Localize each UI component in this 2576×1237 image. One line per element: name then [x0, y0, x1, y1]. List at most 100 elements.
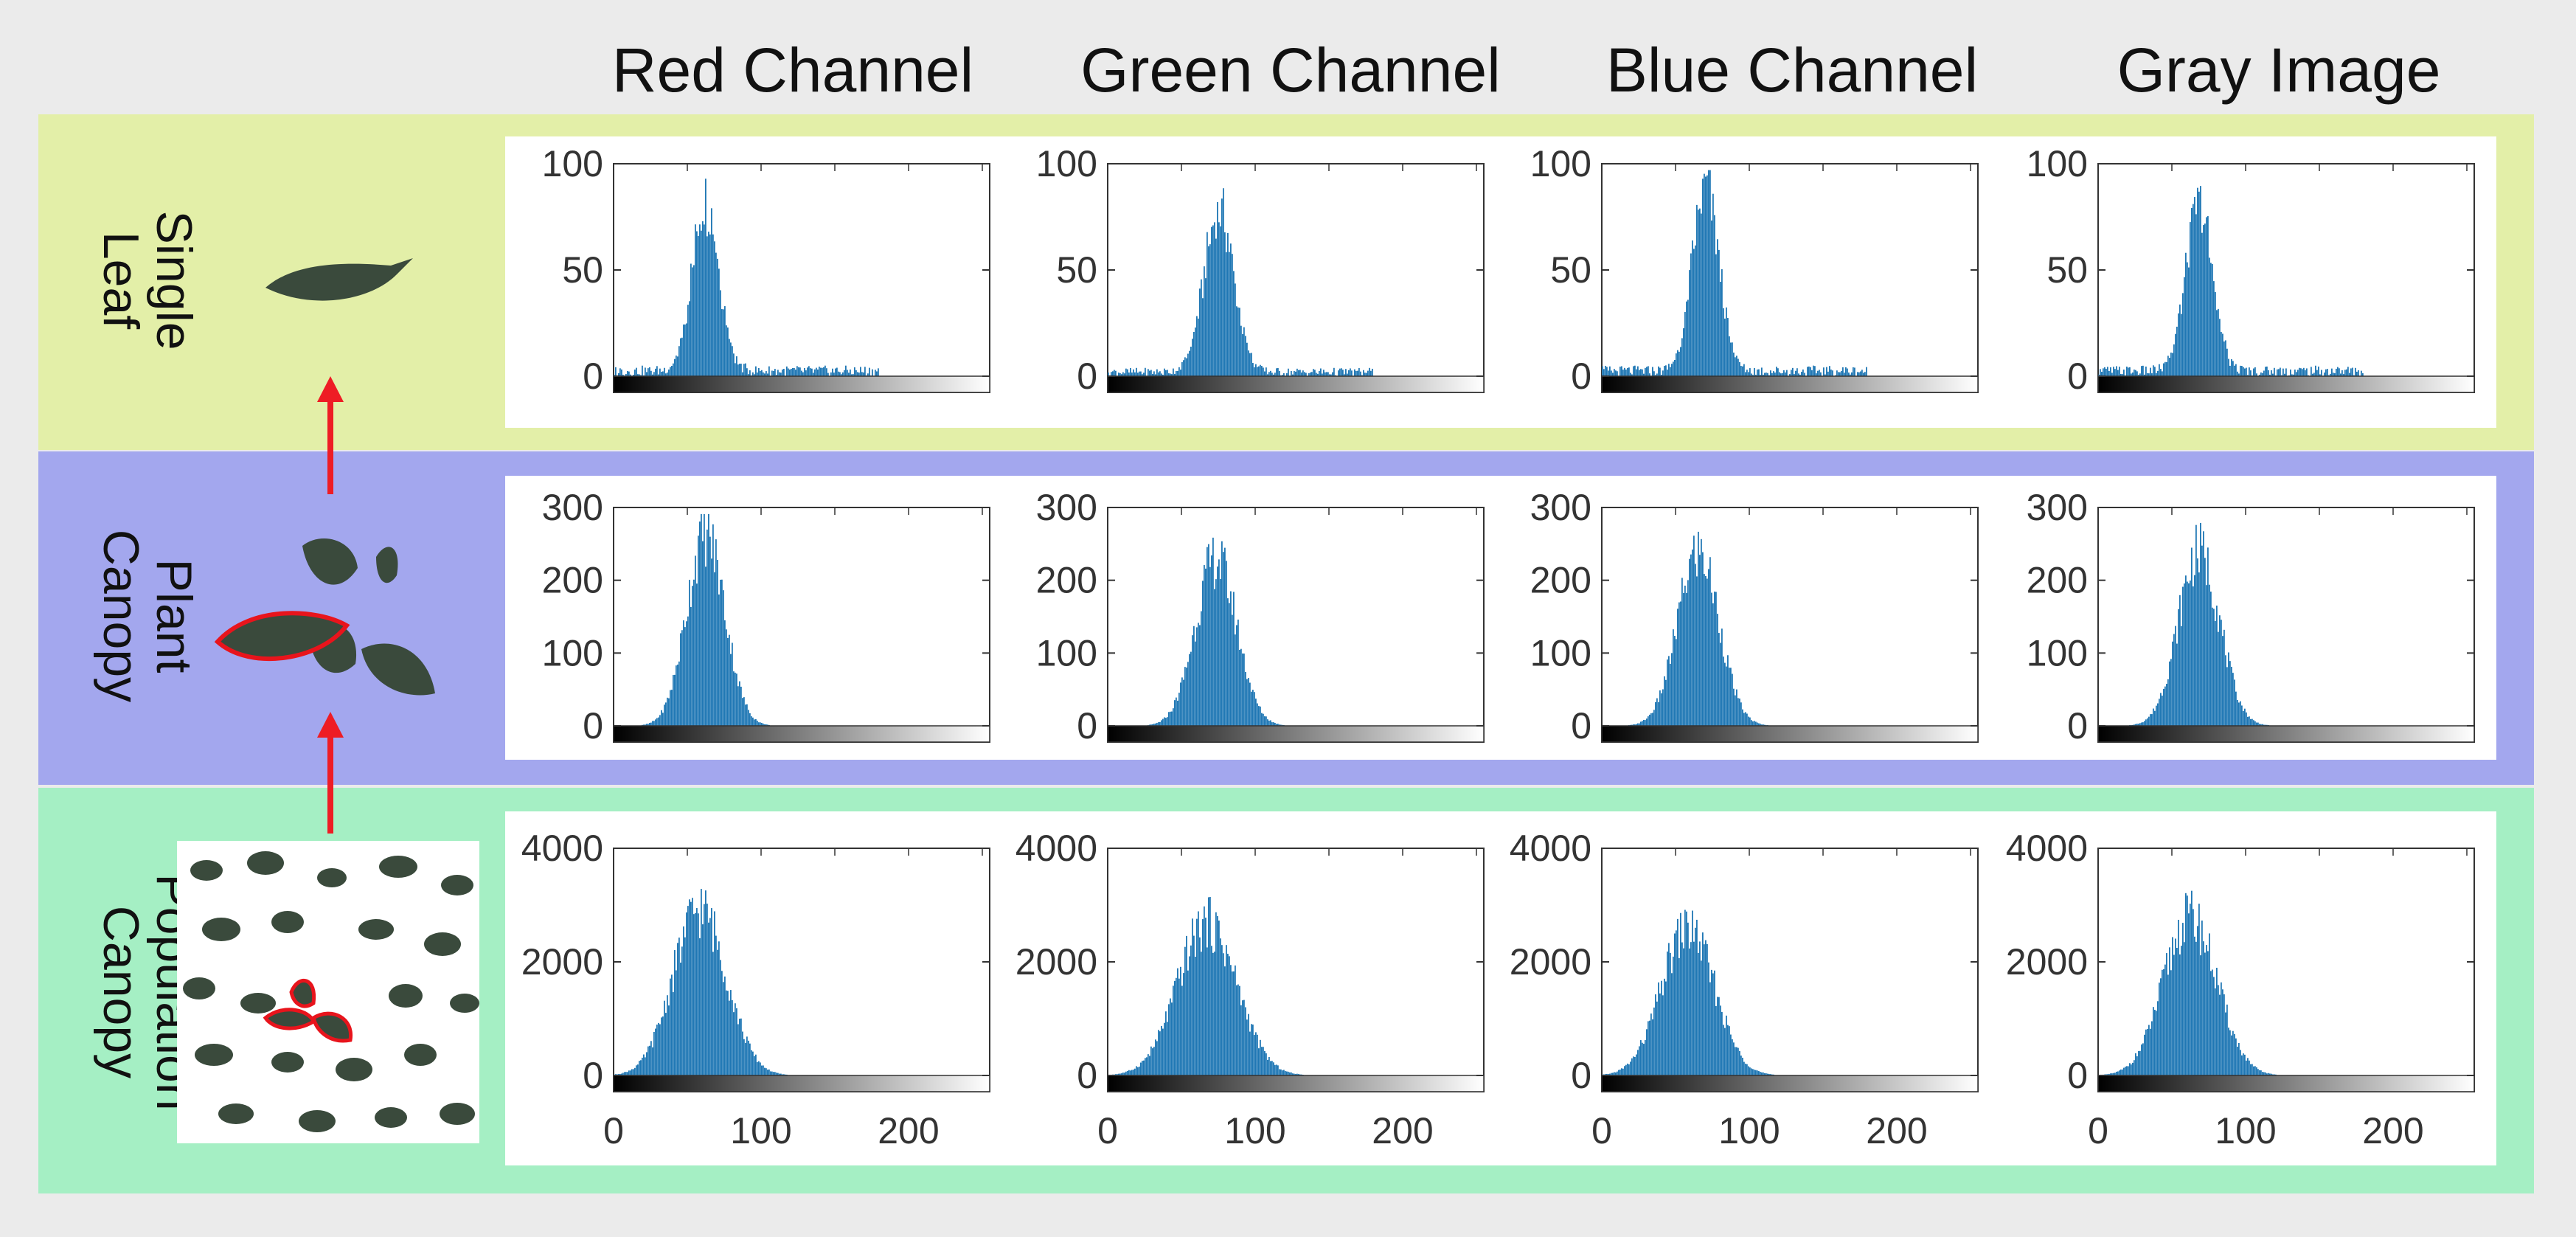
histogram-bar — [1771, 373, 1773, 376]
histogram-bar — [1655, 701, 1656, 726]
histogram-bar — [1171, 1002, 1173, 1075]
histogram-bar — [1745, 372, 1746, 376]
histogram-bar — [2139, 1050, 2141, 1075]
histogram-bar — [1139, 371, 1140, 376]
histogram-bar — [1760, 375, 1761, 376]
histogram-bar — [1608, 1073, 1609, 1075]
histogram-bar — [1701, 213, 1702, 376]
histogram-bar — [1659, 993, 1661, 1075]
histogram-bar — [2098, 374, 2100, 376]
histogram-bar — [857, 372, 858, 376]
histogram-bar — [2237, 371, 2238, 376]
histogram-bar — [2277, 369, 2278, 376]
histogram-bar — [656, 1025, 658, 1075]
histogram-bar — [1230, 965, 1232, 1075]
plant-leaf-outline — [214, 611, 350, 662]
histogram-bar — [2278, 369, 2280, 376]
histogram-bar — [783, 1074, 785, 1075]
histogram-bar — [1622, 1068, 1624, 1075]
axes-box — [1107, 507, 1485, 743]
histogram-bar — [2209, 257, 2210, 376]
histogram-bar — [723, 982, 724, 1075]
histogram-bar — [1720, 281, 1721, 376]
grayscale-ramp — [1107, 375, 1485, 393]
histogram-bar — [2162, 371, 2163, 376]
histogram-bar — [1243, 654, 1245, 726]
histogram-bar — [1266, 1053, 1267, 1075]
histogram-bar — [2316, 370, 2318, 376]
histogram-bar — [1845, 367, 1847, 376]
histogram-bar — [1645, 367, 1646, 376]
histogram-bar — [1159, 371, 1161, 376]
histogram-bar — [2166, 953, 2167, 1075]
histogram-bar — [1681, 578, 1683, 726]
histogram-bar — [1192, 339, 1193, 376]
histogram-bar — [1729, 1026, 1730, 1075]
histogram-bar — [1680, 912, 1681, 1075]
histogram-bar — [1292, 1073, 1294, 1075]
histogram-bar — [2259, 375, 2260, 376]
histogram-bar — [2321, 370, 2322, 376]
histogram-bar — [1264, 716, 1266, 726]
histogram-bar — [1263, 1047, 1264, 1075]
histogram-bar — [1268, 720, 1270, 726]
histogram-bar — [1271, 373, 1273, 376]
histogram-bar — [1783, 370, 1785, 376]
histogram-bar — [1159, 721, 1161, 726]
histogram-bar — [757, 721, 758, 726]
histogram-bar — [2110, 367, 2111, 376]
histogram-bar — [1763, 1072, 1764, 1075]
histogram-bar — [830, 372, 832, 376]
histogram-bar — [1622, 370, 1624, 376]
histogram-bar — [2175, 626, 2176, 726]
histogram-bar — [1807, 367, 1808, 376]
histogram-bar — [773, 1072, 774, 1075]
histogram-bar — [1351, 370, 1353, 376]
histogram-bar — [858, 373, 860, 376]
histogram-bar — [2166, 361, 2167, 376]
histogram-bar — [2162, 696, 2163, 726]
histogram-bar — [2148, 716, 2150, 726]
histogram-bar — [2306, 368, 2308, 376]
histogram-bar — [1192, 635, 1193, 726]
histogram-bar — [761, 1065, 763, 1075]
grayscale-ramp — [1601, 1075, 1979, 1092]
histogram-bar — [1752, 375, 1754, 376]
histogram-bar — [1639, 723, 1640, 726]
histogram-bar — [2141, 722, 2142, 726]
histogram-bar — [1723, 308, 1724, 376]
histogram-bar — [2203, 531, 2204, 726]
histogram-bar — [1850, 374, 1851, 376]
histogram-bar — [1645, 720, 1646, 726]
histogram-bar — [1323, 370, 1325, 376]
histogram-bar — [2193, 204, 2194, 376]
y-tick-label: 0 — [1571, 356, 1591, 397]
histogram-bar — [2153, 708, 2154, 726]
histogram-bar — [1235, 634, 1236, 726]
histogram-bar — [1692, 910, 1693, 1075]
histogram-bar — [776, 1073, 777, 1075]
y-tick-label: 0 — [1077, 705, 1097, 746]
histogram-bar — [1196, 316, 1198, 376]
histogram-bar — [662, 713, 664, 726]
histogram-bar — [1749, 1067, 1751, 1075]
histogram-bar — [1776, 367, 1777, 376]
histogram-bar — [2144, 1034, 2145, 1075]
histogram-bar — [1282, 1070, 1283, 1075]
histogram-bar — [702, 541, 704, 726]
histogram-bar — [763, 1065, 764, 1075]
histogram-bar — [708, 232, 709, 376]
histogram-bar — [1358, 368, 1360, 376]
histogram-bar — [1192, 918, 1193, 1075]
histogram-bar — [1711, 969, 1712, 1075]
histogram-bar — [717, 258, 718, 376]
histogram-bar — [1718, 249, 1720, 376]
histogram-bar — [2114, 1073, 2116, 1075]
histogram-bar — [639, 1061, 640, 1075]
histogram-bar — [2274, 367, 2275, 376]
histogram-bar — [621, 1073, 622, 1075]
histogram-bar — [1717, 239, 1718, 376]
histogram-bar — [2207, 216, 2209, 376]
x-tick-label: 0 — [1097, 1110, 1118, 1151]
histogram-bar — [1673, 629, 1674, 726]
